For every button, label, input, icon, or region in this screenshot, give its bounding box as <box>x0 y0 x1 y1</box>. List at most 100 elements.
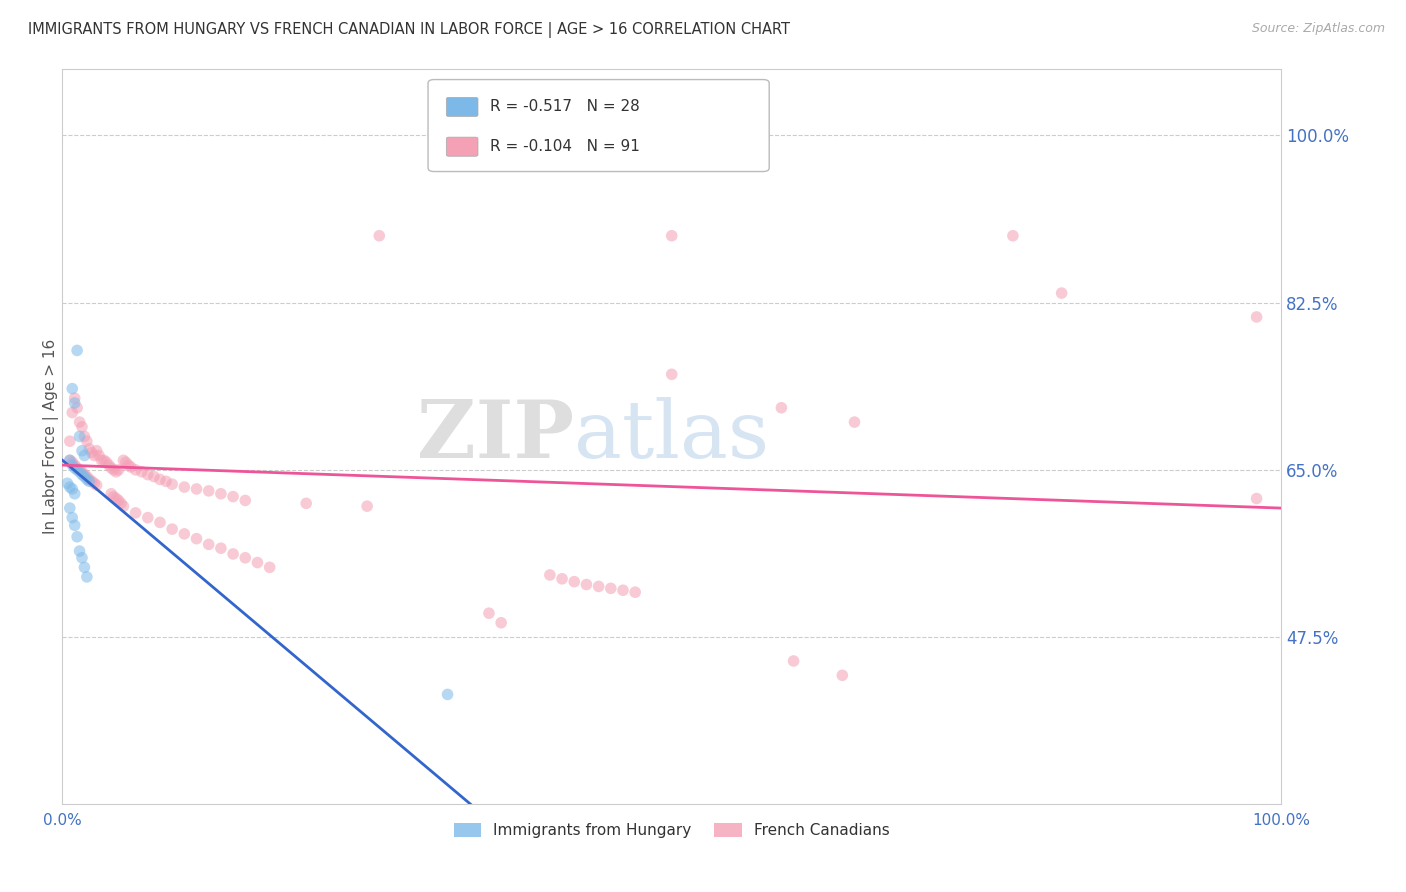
Point <box>60 382 83 396</box>
Text: Source: ZipAtlas.com: Source: ZipAtlas.com <box>1251 22 1385 36</box>
Point <box>117 458 139 472</box>
Point <box>59 453 82 467</box>
Point <box>186 482 208 496</box>
Point <box>70 550 93 565</box>
Point <box>80 475 103 489</box>
Point <box>197 537 219 551</box>
Point <box>60 510 83 524</box>
Point <box>295 496 318 510</box>
Point <box>73 560 96 574</box>
Point <box>60 482 83 496</box>
Point <box>222 547 245 561</box>
Legend: Immigrants from Hungary, French Canadians: Immigrants from Hungary, French Canadian… <box>447 817 896 845</box>
Point <box>160 522 183 536</box>
Point <box>1246 491 1268 506</box>
Point <box>489 615 512 630</box>
Point <box>93 453 115 467</box>
Point <box>59 501 82 516</box>
Point <box>97 458 120 472</box>
Point <box>69 463 91 477</box>
Text: IMMIGRANTS FROM HUNGARY VS FRENCH CANADIAN IN LABOR FORCE | AGE > 16 CORRELATION: IMMIGRANTS FROM HUNGARY VS FRENCH CANADI… <box>28 22 790 38</box>
Point <box>436 688 458 702</box>
Point <box>100 461 122 475</box>
Point <box>112 499 135 513</box>
Point <box>70 420 93 434</box>
Point <box>66 343 89 358</box>
Point <box>624 585 647 599</box>
Point <box>59 434 82 449</box>
Point <box>103 463 125 477</box>
Point <box>844 415 866 429</box>
Point <box>259 560 281 574</box>
Point <box>1246 310 1268 324</box>
Point <box>770 401 793 415</box>
Point <box>197 483 219 498</box>
Point <box>233 493 256 508</box>
Point <box>173 480 195 494</box>
Point <box>575 577 598 591</box>
Point <box>60 458 83 472</box>
Point <box>66 530 89 544</box>
Point <box>66 461 89 475</box>
Point <box>87 449 110 463</box>
Point <box>59 453 82 467</box>
FancyBboxPatch shape <box>446 97 478 117</box>
Point <box>112 453 135 467</box>
Point <box>160 477 183 491</box>
Point <box>103 490 125 504</box>
Point <box>63 391 86 405</box>
Point <box>60 455 83 469</box>
Point <box>83 449 105 463</box>
Point <box>246 556 269 570</box>
Point <box>599 582 621 596</box>
Point <box>76 472 98 486</box>
Point <box>66 401 89 415</box>
Point <box>1050 286 1073 301</box>
Point <box>562 574 585 589</box>
Point <box>69 465 91 479</box>
Point <box>96 455 118 469</box>
Point <box>63 461 86 475</box>
Point <box>136 467 159 482</box>
Point <box>149 516 172 530</box>
Point <box>73 467 96 482</box>
Point <box>131 465 153 479</box>
Point <box>60 405 83 419</box>
Point <box>79 472 101 486</box>
Point <box>124 506 146 520</box>
Point <box>80 445 103 459</box>
Point <box>612 583 634 598</box>
Point <box>69 429 91 443</box>
Point <box>70 467 93 482</box>
Point <box>142 469 165 483</box>
Y-axis label: In Labor Force | Age > 16: In Labor Force | Age > 16 <box>44 339 59 534</box>
Point <box>73 449 96 463</box>
Point <box>76 469 98 483</box>
Point <box>76 434 98 449</box>
Point <box>105 491 128 506</box>
Point <box>661 228 683 243</box>
Point <box>76 570 98 584</box>
Point <box>1001 228 1024 243</box>
Point <box>831 668 853 682</box>
Point <box>70 443 93 458</box>
Point <box>155 475 177 489</box>
Point <box>233 550 256 565</box>
Point <box>149 472 172 486</box>
FancyBboxPatch shape <box>427 79 769 171</box>
Point <box>73 429 96 443</box>
Point <box>79 442 101 456</box>
Point <box>63 518 86 533</box>
Point <box>63 396 86 410</box>
Point <box>222 490 245 504</box>
Point <box>107 463 129 477</box>
Point <box>209 541 232 556</box>
Point <box>90 453 112 467</box>
Point <box>782 654 804 668</box>
Point <box>56 476 79 491</box>
Point <box>173 527 195 541</box>
Text: atlas: atlas <box>574 398 769 475</box>
Point <box>120 460 142 475</box>
Point <box>136 510 159 524</box>
Point <box>63 458 86 472</box>
